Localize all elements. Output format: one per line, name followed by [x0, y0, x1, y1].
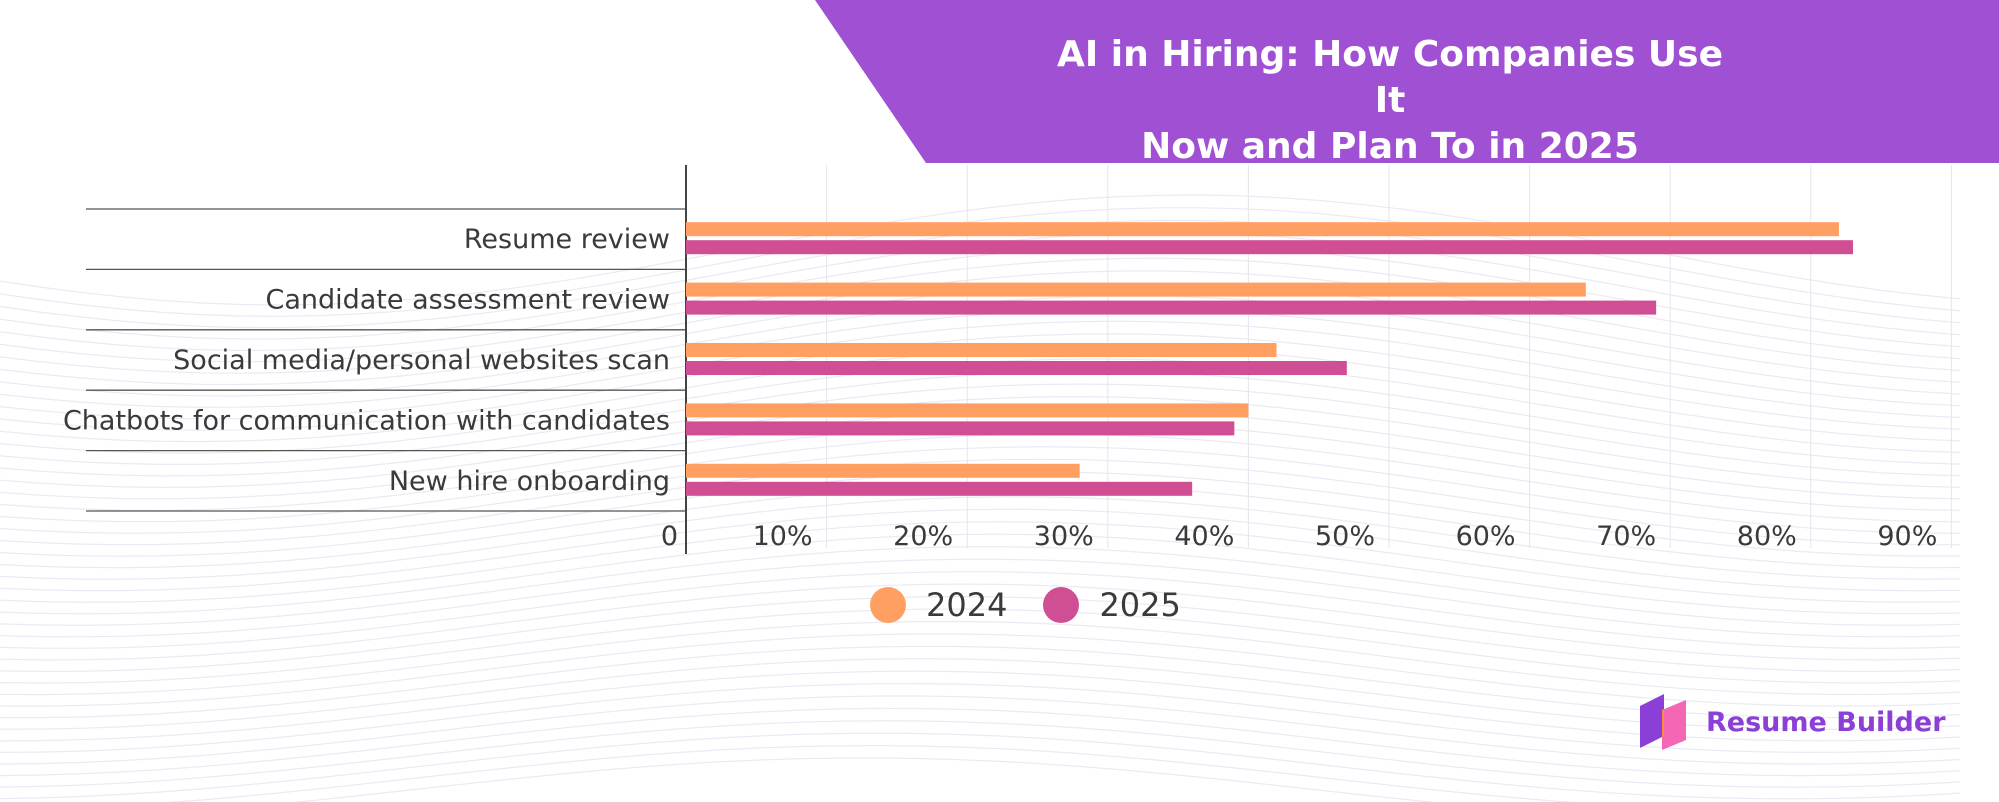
category-label: New hire onboarding: [389, 466, 670, 497]
wave-line: [0, 207, 1961, 317]
bar-2024: [686, 343, 1277, 357]
wave-line: [0, 720, 1961, 788]
wave-line: [0, 633, 1961, 707]
wave-line: [0, 620, 1961, 696]
wave-line: [0, 521, 1961, 603]
title-banner: [815, 0, 1999, 163]
wave-line: [0, 732, 1961, 800]
wave-line: [0, 458, 1961, 546]
bar-2025: [686, 361, 1347, 375]
wave-line: [0, 645, 1961, 719]
wave-line: [0, 270, 1961, 374]
bar-2024: [686, 463, 1080, 478]
wave-line: [0, 670, 1961, 742]
x-tick-label: 50%: [1315, 521, 1375, 552]
wave-line: [0, 446, 1961, 534]
category-label: Chatbots for communication with candidat…: [63, 405, 670, 436]
x-tick-label: 90%: [1877, 521, 1937, 552]
legend-item-2024[interactable]: 2024: [870, 586, 1007, 624]
bar-2025: [686, 240, 1853, 255]
x-tick-label: 60%: [1456, 521, 1516, 552]
wave-line: [0, 558, 1961, 638]
wave-line: [0, 682, 1961, 754]
wave-line: [0, 307, 1961, 408]
wave-line: [0, 707, 1961, 777]
bar-2025: [686, 421, 1235, 436]
bar-2024: [686, 282, 1586, 297]
wave-line: [0, 608, 1961, 684]
wave-line: [167, 744, 1576, 802]
wave-line: [0, 383, 1961, 477]
resume-builder-logo[interactable]: Resume Builder: [1636, 692, 1946, 752]
x-tick-label: 10%: [753, 521, 813, 552]
wave-line: [0, 571, 1961, 650]
wave-line: [292, 757, 1436, 802]
wave-line: [0, 320, 1961, 420]
x-tick-label: 30%: [1034, 521, 1094, 552]
wave-line: [0, 433, 1961, 523]
chart-legend: 2024 2025: [870, 580, 1181, 630]
x-tick-label: 40%: [1174, 521, 1234, 552]
wave-line: [0, 395, 1961, 489]
x-tick-label: 20%: [893, 521, 953, 552]
legend-dot-2025: [1043, 587, 1080, 623]
legend-item-2025[interactable]: 2025: [1043, 586, 1181, 624]
category-label: Social media/personal websites scan: [173, 345, 670, 376]
bar-2025: [686, 300, 1657, 315]
legend-dot-2024: [870, 587, 906, 623]
resume-builder-logo-icon: [1640, 694, 1686, 750]
bar-2024: [686, 222, 1839, 237]
wave-line: [0, 533, 1961, 615]
chart-title: AI in Hiring: How Companies Use It Now a…: [1040, 32, 1740, 170]
legend-label-2025: 2025: [1099, 586, 1181, 624]
category-label: Candidate assessment review: [265, 285, 670, 316]
bar-2024: [686, 403, 1249, 418]
x-tick-label: 70%: [1596, 521, 1656, 552]
chart-title-line-1: AI in Hiring: How Companies Use It: [1057, 34, 1723, 121]
x-tick-label: 80%: [1737, 521, 1797, 552]
wave-line: [0, 546, 1961, 626]
legend-label-2024: 2024: [926, 586, 1008, 624]
wave-line: [0, 508, 1961, 592]
wave-line: [0, 583, 1961, 661]
wave-line: [0, 695, 1961, 765]
bar-2025: [686, 481, 1193, 496]
wave-line: [0, 496, 1961, 580]
wave-line: [0, 333, 1961, 431]
bar-chart: Resume review Candidate assessment review…: [63, 165, 1952, 554]
wave-line: [0, 595, 1961, 673]
wave-line: [0, 658, 1961, 730]
chart-title-line-2: Now and Plan To in 2025: [1141, 126, 1639, 167]
category-label: Resume review: [464, 224, 670, 255]
x-tick-label: 0: [661, 521, 678, 552]
resume-builder-logo-text: Resume Builder: [1706, 706, 1946, 738]
